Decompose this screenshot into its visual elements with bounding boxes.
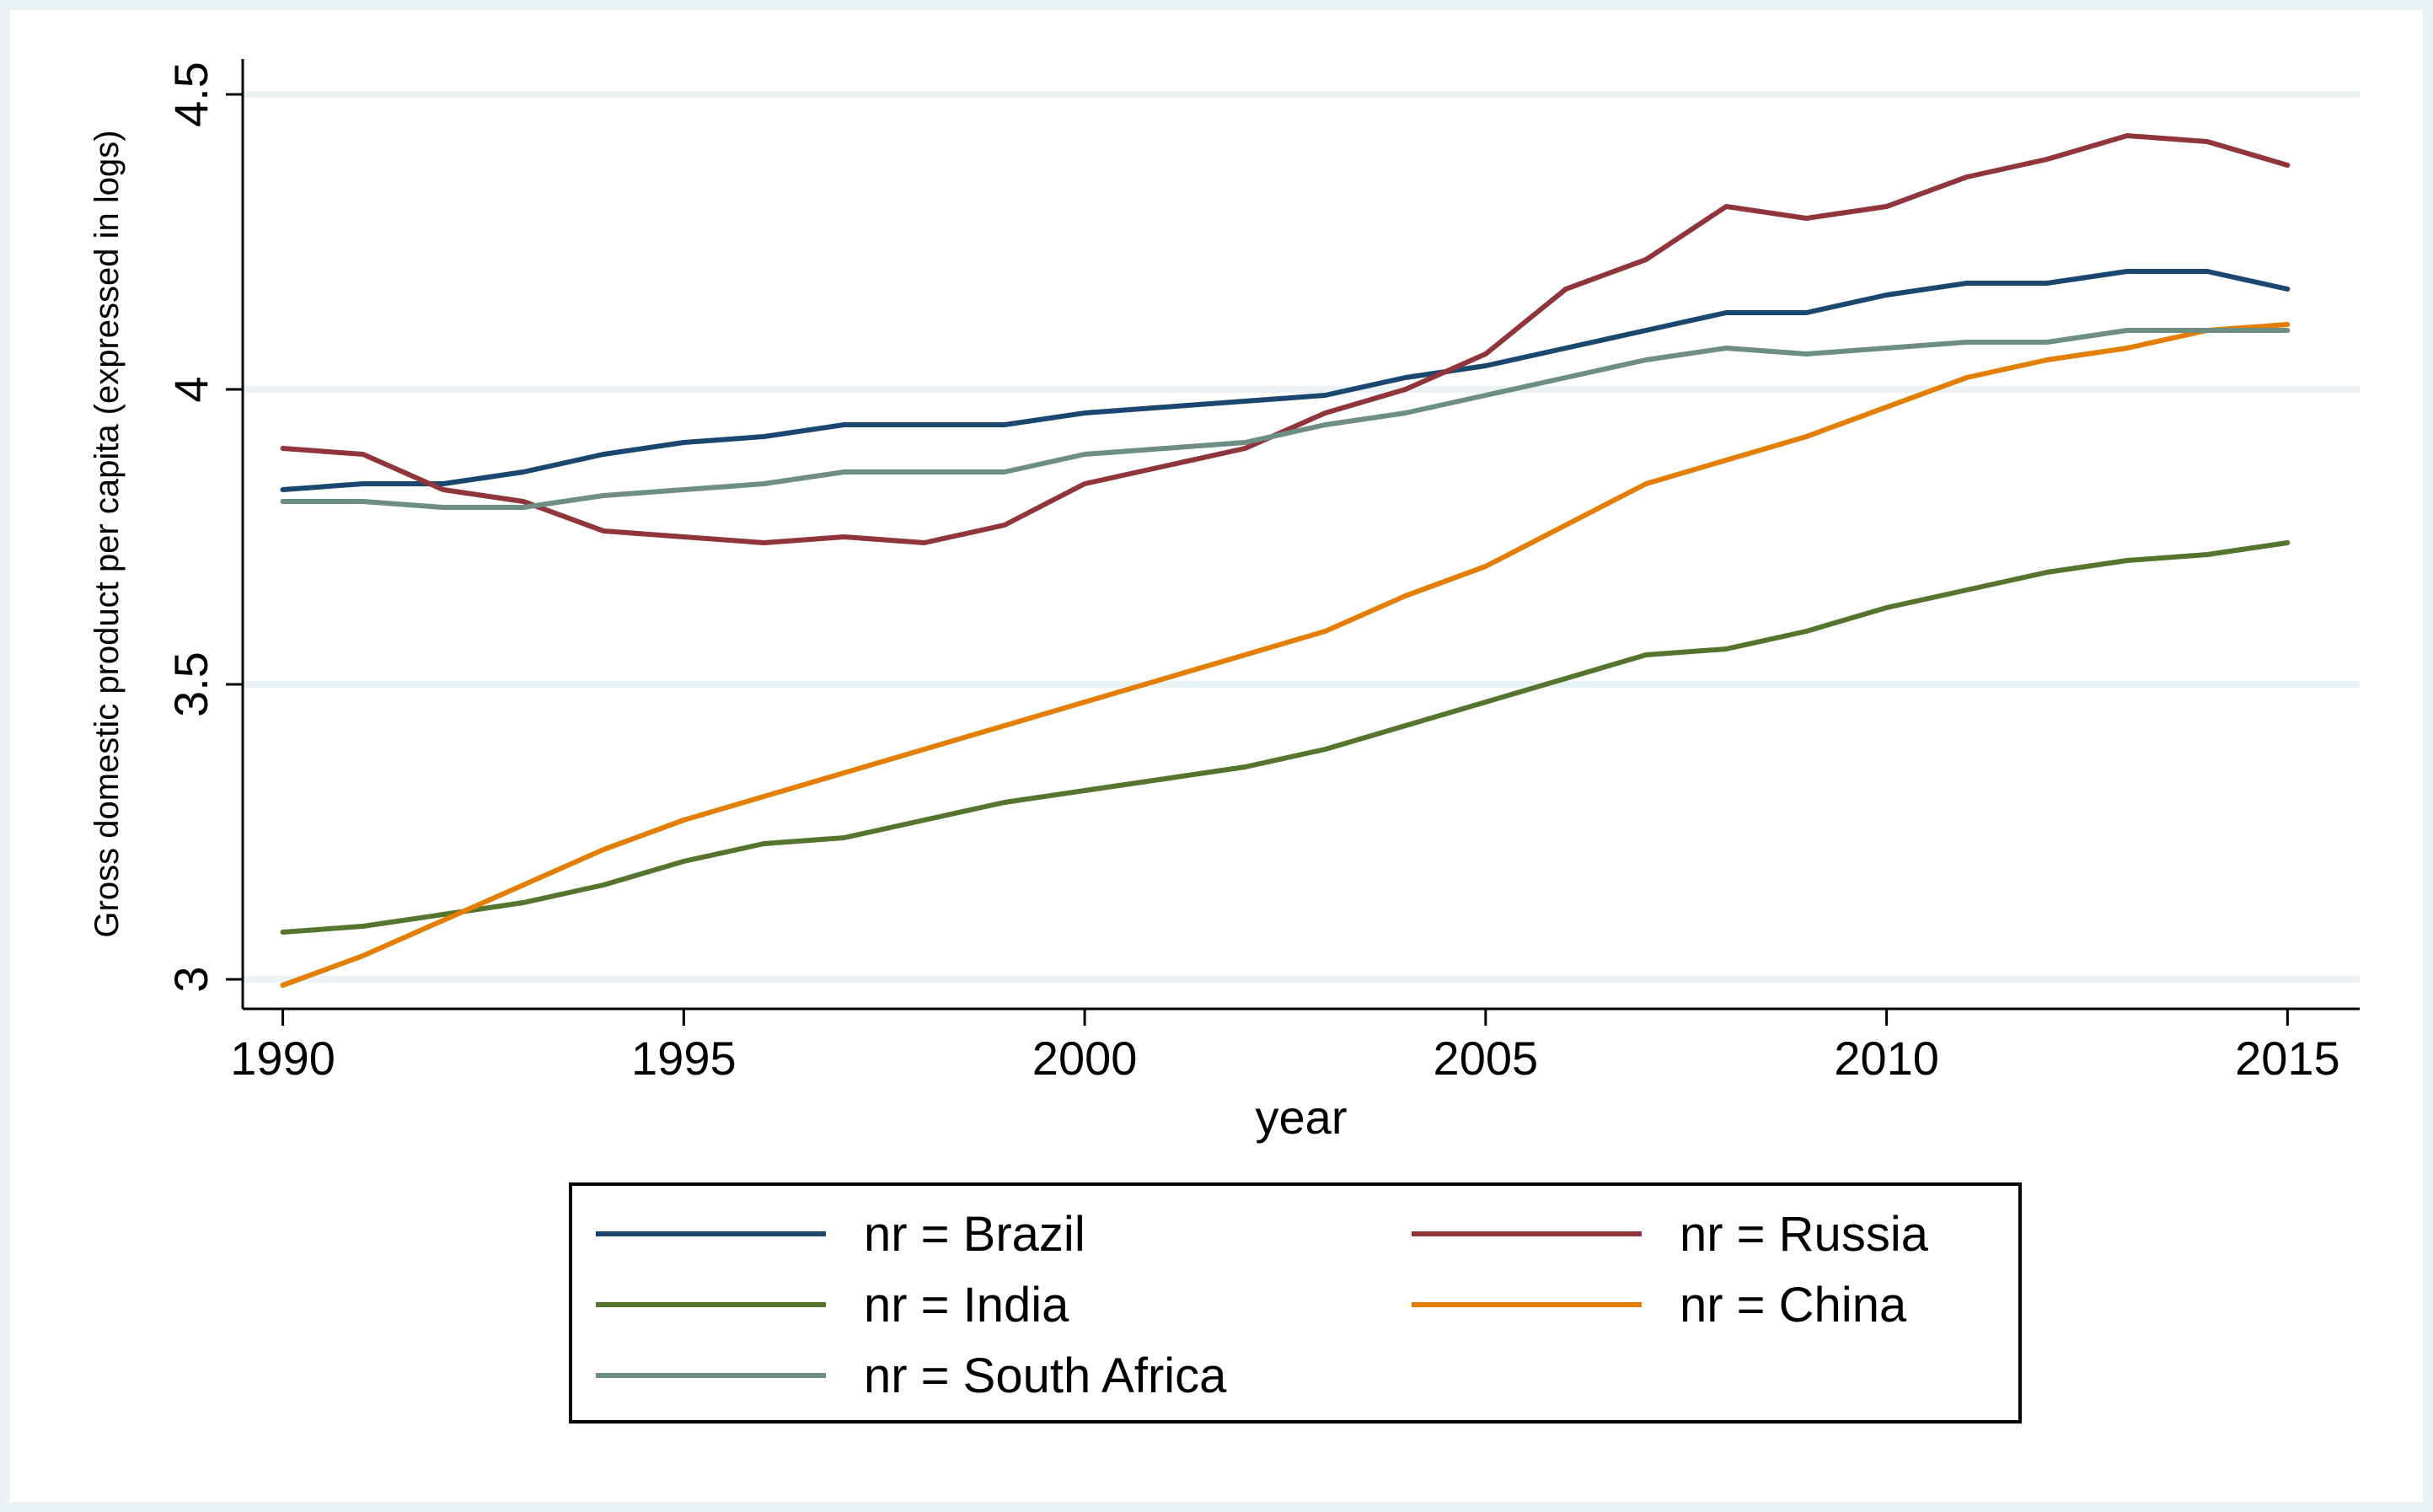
axes: 3 3.5 4 4.5 1990 1995 2000 2005 2010 2015 <box>164 59 2360 1085</box>
series-line-russia <box>280 133 2291 545</box>
legend-label-china: nr = China <box>1680 1278 1907 1332</box>
legend-label-india: nr = India <box>864 1278 1069 1332</box>
x-tick-label-2: 2000 <box>1032 1032 1138 1085</box>
x-tick-label-0: 1990 <box>230 1032 335 1085</box>
legend-label-south-africa: nr = South Africa <box>864 1348 1227 1403</box>
x-tick-label-1: 1995 <box>631 1032 737 1085</box>
x-tick-label-3: 2005 <box>1434 1032 1539 1085</box>
y-axis-title: Gross domestic product per capita (expre… <box>88 130 126 937</box>
series-line-india <box>280 540 2291 935</box>
x-axis-title: year <box>1256 1091 1348 1144</box>
y-tick-label-2: 4 <box>164 376 217 402</box>
legend-label-brazil: nr = Brazil <box>864 1207 1085 1262</box>
series-line-south-africa <box>280 328 2291 510</box>
x-tick-label-5: 2015 <box>2235 1032 2340 1085</box>
series-line-brazil <box>280 269 2291 492</box>
y-tick-label-0: 3 <box>164 966 217 992</box>
series-line-china <box>280 322 2291 988</box>
y-tick-label-1: 3.5 <box>164 651 217 717</box>
y-tick-label-3: 4.5 <box>164 62 217 127</box>
series-layer <box>280 133 2291 988</box>
legend: nr = Brazil nr = Russia nr = India nr = Chi… <box>569 1182 2022 1424</box>
x-tick-label-4: 2010 <box>1834 1032 1939 1085</box>
legend-label-russia: nr = Russia <box>1680 1207 1929 1262</box>
gridlines <box>243 91 2360 983</box>
